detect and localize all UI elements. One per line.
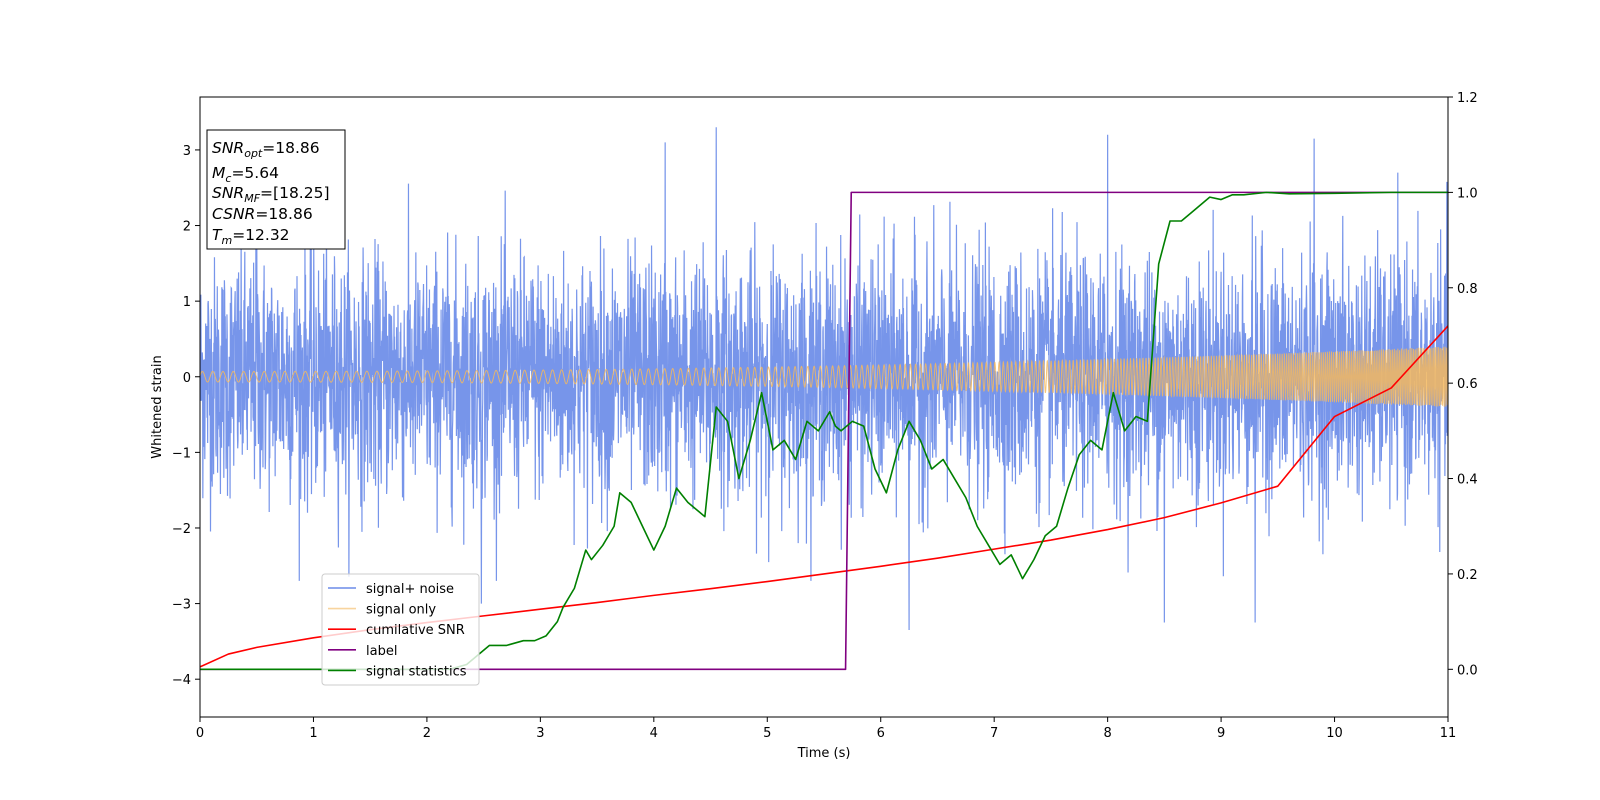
y-tick-label: −3 bbox=[172, 598, 191, 613]
legend-label: label bbox=[366, 644, 397, 659]
stats-line: SNRMF=[18.25] bbox=[212, 184, 330, 205]
y-tick-label: −2 bbox=[172, 522, 191, 537]
x-tick-label: 3 bbox=[536, 726, 544, 741]
stats-line: CSNR=18.86 bbox=[212, 205, 313, 223]
x-tick-label: 0 bbox=[196, 726, 204, 741]
x-tick-label: 9 bbox=[1217, 726, 1225, 741]
y-tick-label: −4 bbox=[172, 673, 191, 688]
x-tick-label: 11 bbox=[1440, 726, 1457, 741]
y-tick-label: 0 bbox=[183, 371, 191, 386]
y2-tick-label: 0.4 bbox=[1457, 473, 1478, 488]
y-axis-label: Whitened strain bbox=[150, 355, 165, 458]
x-tick-label: 10 bbox=[1326, 726, 1343, 741]
x-tick-label: 5 bbox=[763, 726, 771, 741]
y2-tick-label: 1.0 bbox=[1457, 186, 1478, 201]
x-tick-label: 7 bbox=[990, 726, 998, 741]
stats-box: SNRopt=18.86 Mc=5.64SNRMF=[18.25]CSNR=18.… bbox=[207, 130, 345, 249]
stats-line: Mc=5.64 bbox=[212, 164, 279, 185]
legend-label: signal+ noise bbox=[366, 582, 454, 597]
y-tick-label: 1 bbox=[183, 295, 191, 310]
x-axis-label: Time (s) bbox=[797, 746, 851, 761]
x-tick-label: 4 bbox=[650, 726, 658, 741]
legend-label: cumilative SNR bbox=[366, 623, 465, 638]
legend: signal+ noise signal only cumilative SNR la… bbox=[322, 574, 479, 685]
x-tick-label: 2 bbox=[423, 726, 431, 741]
legend-label: signal only bbox=[366, 603, 436, 618]
y-tick-label: −1 bbox=[172, 446, 191, 461]
y2-tick-label: 0.6 bbox=[1457, 377, 1478, 392]
y2-tick-label: 0.8 bbox=[1457, 282, 1478, 297]
y-tick-label: 3 bbox=[183, 144, 191, 159]
y2-tick-label: 1.2 bbox=[1457, 91, 1478, 106]
y2-tick-label: 0.0 bbox=[1457, 663, 1478, 678]
x-tick-label: 1 bbox=[309, 726, 317, 741]
stats-line: SNRopt=18.86 bbox=[212, 139, 320, 160]
y-tick-label: 2 bbox=[183, 220, 191, 235]
x-tick-label: 6 bbox=[877, 726, 885, 741]
y2-tick-label: 0.2 bbox=[1457, 568, 1478, 583]
x-tick-label: 8 bbox=[1103, 726, 1111, 741]
legend-label: signal statistics bbox=[366, 664, 467, 679]
